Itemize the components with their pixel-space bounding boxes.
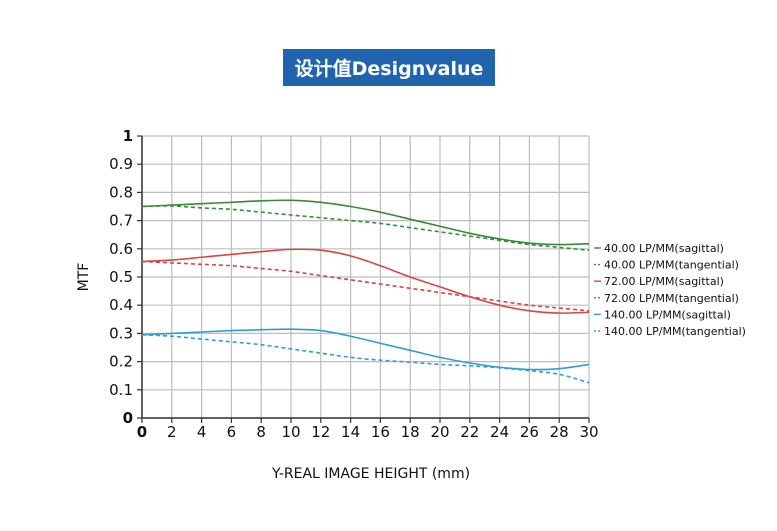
legend-label: 72.00 LP/MM(sagittal)	[604, 275, 724, 288]
series-line-3	[141, 248, 590, 314]
series-line-4	[141, 260, 590, 312]
y-tick-label: 0.4	[109, 296, 133, 314]
axes	[137, 135, 590, 423]
y-tick-label: 1	[123, 127, 133, 145]
legend-label: 72.00 LP/MM(tangential)	[604, 292, 739, 305]
x-tick-label: 28	[550, 423, 569, 441]
x-tick-label: 20	[430, 423, 449, 441]
x-tick-label: 2	[167, 423, 177, 441]
x-tick-label: 24	[490, 423, 509, 441]
y-tick-label: 0.9	[109, 155, 133, 173]
series-lines	[141, 199, 590, 384]
y-tick-label: 0.5	[109, 268, 133, 286]
series-line-1	[141, 199, 590, 246]
legend-label: 140.00 LP/MM(tangential)	[604, 325, 746, 338]
x-tick-label: 16	[371, 423, 390, 441]
legend-label: 40.00 LP/MM(tangential)	[604, 259, 739, 272]
x-tick-label: 22	[460, 423, 479, 441]
y-tick-label: 0.8	[109, 183, 133, 201]
series-line-6	[141, 334, 590, 384]
x-tick-label: 18	[401, 423, 420, 441]
x-tick-label: 14	[341, 423, 360, 441]
x-tick-label: 10	[281, 423, 300, 441]
x-tick-label: 12	[311, 423, 330, 441]
chart-title-banner: 设计值Designvalue	[283, 49, 495, 86]
series-line-2	[141, 205, 590, 252]
x-tick-label: 26	[520, 423, 539, 441]
x-tick-label: 0	[137, 423, 147, 441]
x-tick-label: 6	[227, 423, 237, 441]
legend-label: 140.00 LP/MM(sagittal)	[604, 308, 731, 321]
legend-label: 40.00 LP/MM(sagittal)	[604, 242, 724, 255]
y-tick-label: 0.6	[109, 240, 133, 258]
y-tick-label: 0.7	[109, 212, 133, 230]
x-axis-label: Y-REAL IMAGE HEIGHT (mm)	[271, 466, 470, 482]
x-tick-labels: 0 2 4 6 8 10 12 14 16 18 20 22 24 26 28 30	[137, 423, 599, 441]
legend: 40.00 LP/MM(sagittal) 40.00 LP/MM(tangent…	[594, 242, 746, 338]
y-tick-label: 0.2	[109, 353, 133, 371]
x-tick-label: 8	[256, 423, 266, 441]
y-axis-label: MTF	[76, 263, 92, 292]
grid	[141, 135, 590, 419]
y-tick-label: 0	[123, 409, 133, 427]
y-tick-label: 0.1	[109, 381, 133, 399]
y-tick-label: 0.3	[109, 324, 133, 342]
x-tick-label: 30	[579, 423, 598, 441]
series-line-5	[141, 328, 590, 371]
x-tick-label: 4	[197, 423, 207, 441]
y-tick-labels: 0 0.1 0.2 0.3 0.4 0.5 0.6 0.7 0.8 0.9 1	[109, 127, 133, 427]
